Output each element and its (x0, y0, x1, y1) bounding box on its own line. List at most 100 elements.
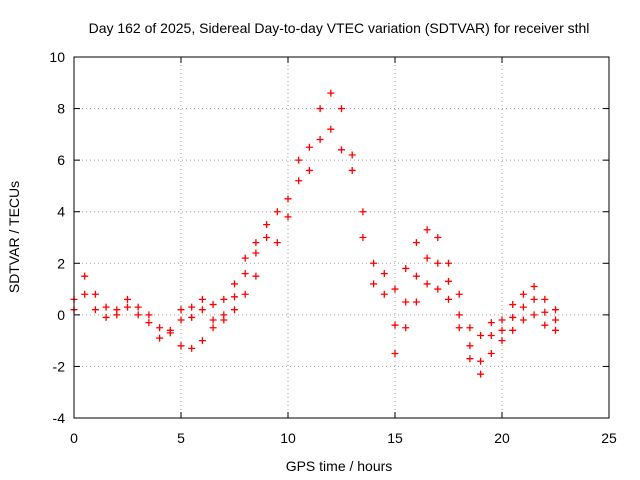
x-axis-label: GPS time / hours (286, 458, 393, 474)
data-point (402, 324, 410, 332)
data-point (177, 316, 185, 324)
data-point (541, 308, 549, 316)
data-point (284, 213, 292, 221)
data-point (466, 342, 474, 350)
series-track-c (177, 272, 559, 378)
data-point (519, 290, 527, 298)
data-point (134, 303, 142, 311)
y-tick-label: 2 (57, 255, 65, 271)
x-tick-label: 10 (280, 430, 296, 446)
data-point (530, 311, 538, 319)
data-point (241, 270, 249, 278)
data-point (316, 105, 324, 113)
grid (74, 57, 609, 418)
data-point (198, 337, 206, 345)
data-point (348, 151, 356, 159)
data-point (188, 303, 196, 311)
data-point (530, 282, 538, 290)
y-tick-label: 8 (57, 101, 65, 117)
data-point (477, 331, 485, 339)
data-point (391, 350, 399, 358)
data-point (198, 295, 206, 303)
data-point (434, 259, 442, 267)
data-point (241, 254, 249, 262)
y-tick-label: 10 (49, 49, 65, 65)
data-point (348, 166, 356, 174)
plot-frame (73, 56, 610, 419)
data-point (552, 316, 559, 324)
data-point (455, 324, 463, 332)
data-point (252, 272, 260, 280)
data-point (188, 313, 196, 321)
y-tick-label: -4 (53, 410, 66, 426)
data-point (519, 303, 527, 311)
data-point (380, 290, 388, 298)
data-point (102, 313, 110, 321)
data-point (455, 290, 463, 298)
data-point (487, 319, 495, 327)
y-tick-label: 0 (57, 307, 65, 323)
data-point (466, 324, 474, 332)
x-tick-label: 25 (601, 430, 617, 446)
data-point (423, 226, 431, 234)
data-point (477, 357, 485, 365)
y-tick-label: -2 (53, 358, 66, 374)
data-point (359, 234, 367, 241)
data-point (252, 239, 260, 247)
data-point (231, 306, 238, 314)
y-axis-label: SDTVAR / TECUs (6, 181, 22, 293)
x-tick-label: 15 (387, 430, 403, 446)
data-point (81, 290, 89, 298)
data-point (134, 311, 142, 319)
data-point (391, 321, 399, 329)
data-point (487, 331, 495, 339)
series-track-a (70, 89, 559, 339)
data-points (70, 89, 559, 378)
data-point (466, 355, 474, 363)
data-point (509, 313, 517, 321)
data-point (305, 166, 313, 174)
data-point (113, 311, 121, 319)
data-point (380, 270, 388, 278)
data-point (81, 272, 89, 280)
data-point (263, 221, 271, 229)
data-point (241, 290, 249, 298)
data-point (434, 234, 442, 241)
data-point (509, 326, 517, 334)
data-point (252, 249, 260, 257)
data-point (423, 254, 431, 262)
data-point (402, 298, 410, 306)
data-point (477, 370, 485, 378)
data-point (145, 319, 153, 327)
data-point (519, 316, 527, 324)
data-point (316, 136, 324, 144)
data-point (177, 306, 185, 314)
data-point (284, 195, 292, 203)
data-point (498, 316, 506, 324)
data-point (530, 295, 538, 303)
data-point (455, 311, 463, 319)
data-point (412, 298, 420, 306)
data-point (198, 306, 206, 314)
data-point (445, 277, 452, 285)
data-point (402, 264, 410, 272)
data-point (370, 259, 378, 267)
data-point (124, 303, 131, 311)
data-point (220, 316, 228, 324)
data-point (295, 156, 303, 164)
data-point (498, 326, 506, 334)
data-point (124, 295, 131, 303)
data-point (487, 350, 495, 358)
data-point (102, 303, 110, 311)
data-point (445, 295, 452, 303)
data-point (412, 239, 420, 247)
data-point (370, 280, 378, 288)
data-point (295, 177, 303, 185)
data-point (327, 89, 335, 97)
y-tick-label: 6 (57, 152, 65, 168)
data-point (263, 234, 271, 241)
data-point (541, 295, 549, 303)
x-tick-label: 5 (177, 430, 185, 446)
data-point (434, 285, 442, 293)
